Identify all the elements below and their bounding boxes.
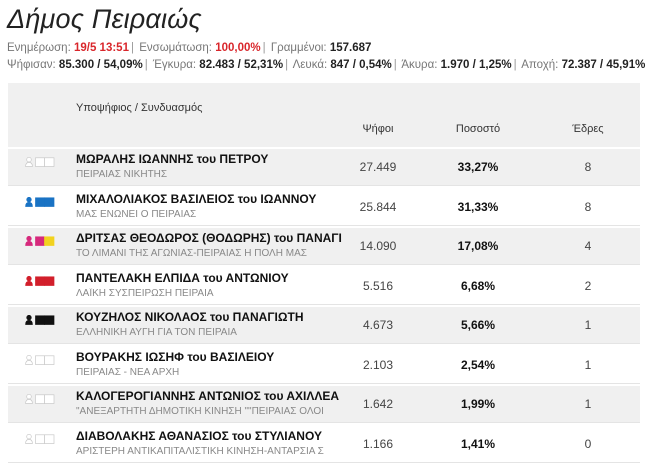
seats-value: 0 xyxy=(584,436,592,451)
percent-value: 5,66% xyxy=(460,318,496,332)
votes-value: 4.673 xyxy=(362,318,394,332)
party-name: ΛΑΪΚΗ ΣΥΣΠΕΙΡΩΣΗ ΠΕΙΡΑΙΑ xyxy=(76,287,214,299)
party-color-icon xyxy=(25,236,65,246)
party-name: ΤΟ ΛΙΜΑΝΙ ΤΗΣ ΑΓΩΝΙΑΣ-ΠΕΙΡΑΙΑΣ Η ΠΟΛΗ ΜΑ… xyxy=(76,248,307,259)
updated-value: 19/5 13:51 xyxy=(73,42,129,54)
votes-value: 5.516 xyxy=(362,278,394,293)
party-name: ΠΕΙΡΑΙΑΣ ΝΙΚΗΤΗΣ xyxy=(76,169,168,180)
table-row[interactable]: ΔΡΙΤΣΑΣ ΘΕΟΔΩΡΟΣ (ΘΟΔΩΡΗΣ) του ΠΑΝΑΓΙ ΤΟ … xyxy=(8,228,640,265)
registered-label: Γραμμένοι: xyxy=(270,42,327,54)
results-table-header: Υποψήφιος / Συνδυασμός Ψήφοι Ποσοστό Έδρ… xyxy=(8,83,640,147)
valid-value: 82.483 / 52,31% xyxy=(199,59,284,71)
seats-value: 8 xyxy=(584,199,592,214)
seats-value: 2 xyxy=(584,278,592,293)
candidate-name: ΒΟΥΡΑΚΗΣ ΙΩΣΗΦ του ΒΑΣΙΛΕΙΟΥ xyxy=(76,349,275,364)
blank-label: Λευκά: xyxy=(292,59,328,71)
votes-value: 1.642 xyxy=(362,397,394,411)
votes-value: 2.103 xyxy=(362,357,394,372)
party-color-icon xyxy=(25,354,65,365)
table-row[interactable]: ΜΙΧΑΛΟΛΙΑΚΟΣ ΒΑΣΙΛΕΙΟΣ του ΙΩΑΝΝΟΥ ΜΑΣ ΕΝ… xyxy=(8,189,640,226)
percent-value: 17,08% xyxy=(457,239,499,253)
percent-value: 1,99% xyxy=(460,397,496,411)
candidate-name: ΜΩΡΑΛΗΣ ΙΩΑΝΝΗΣ του ΠΕΤΡΟΥ xyxy=(76,152,269,166)
candidate-name: ΜΙΧΑΛΟΛΙΑΚΟΣ ΒΑΣΙΛΕΙΟΣ του ΙΩΑΝΝΟΥ xyxy=(76,191,317,206)
voted-value: 85.300 / 54,09% xyxy=(58,59,143,71)
candidate-name: ΔΙΑΒΟΛΑΚΗΣ ΑΘΑΝΑΣΙΟΣ του ΣΤΥΛΙΑΝΟΥ xyxy=(76,428,322,443)
percent-value: 1,41% xyxy=(460,436,496,451)
percent-value: 33,27% xyxy=(457,160,499,174)
seats-value: 1 xyxy=(584,357,592,372)
table-row[interactable]: ΜΩΡΑΛΗΣ ΙΩΑΝΝΗΣ του ΠΕΤΡΟΥ ΠΕΙΡΑΙΑΣ ΝΙΚΗΤ… xyxy=(8,149,640,186)
header-candidate: Υποψήφιος / Συνδυασμός xyxy=(76,102,203,114)
percent-value: 31,33% xyxy=(457,199,499,214)
candidate-name: ΠΑΝΤΕΛΑΚΗ ΕΛΠΙΔΑ του ΑΝΤΩΝΙΟΥ xyxy=(76,270,289,285)
table-row[interactable]: ΠΑΝΤΕΛΑΚΗ ΕΛΠΙΔΑ του ΑΝΤΩΝΙΟΥ ΛΑΪΚΗ ΣΥΣΠΕ… xyxy=(8,268,640,305)
candidate-name: ΚΑΛΟΓΕΡΟΓΙΑΝΝΗΣ ΑΝΤΩΝΙΟΣ του ΑΧΙΛΛΕΑ xyxy=(76,389,340,403)
table-row[interactable]: ΒΟΥΡΑΚΗΣ ΙΩΣΗΦ του ΒΑΣΙΛΕΙΟΥ ΠΕΙΡΑΙΑΣ - Ν… xyxy=(8,347,640,384)
party-color-icon xyxy=(25,196,65,207)
party-color-icon xyxy=(25,394,65,404)
percent-value: 6,68% xyxy=(460,278,496,293)
valid-label: Έγκυρα: xyxy=(152,59,197,71)
party-color-icon xyxy=(25,157,65,167)
seats-value: 1 xyxy=(584,318,592,332)
seats-value: 4 xyxy=(584,239,592,253)
stats-line-2: Ψήφισαν: 85.300 / 54,09% | Έγκυρα: 82.483… xyxy=(7,59,646,71)
stats-line-1: Ενημέρωση: 19/5 13:51 | Ενσωμάτωση: 100,0… xyxy=(7,42,372,54)
header-percent: Ποσοστό xyxy=(455,123,501,135)
abstention-label: Αποχή: xyxy=(521,59,559,71)
page-title: Δήμος Πειραιώς xyxy=(7,4,202,34)
party-name: ΑΡΙΣΤΕΡΗ ΑΝΤΙΚΑΠΙΤΑΛΙΣΤΙΚΗ ΚΙΝΗΣΗ-ΑΝΤΑΡΣ… xyxy=(76,445,324,457)
integrated-label: Ενσωμάτωση: xyxy=(139,42,213,54)
abstention-value: 72.387 / 45,91% xyxy=(561,59,646,71)
table-row[interactable]: ΔΙΑΒΟΛΑΚΗΣ ΑΘΑΝΑΣΙΟΣ του ΣΤΥΛΙΑΝΟΥ ΑΡΙΣΤΕ… xyxy=(8,426,640,463)
invalid-value: 1.970 / 1,25% xyxy=(440,59,512,71)
votes-value: 27.449 xyxy=(359,160,397,174)
blank-value: 847 / 0,54% xyxy=(330,59,392,71)
invalid-label: Άκυρα: xyxy=(401,59,438,71)
header-seats: Έδρες xyxy=(572,123,604,135)
seats-value: 8 xyxy=(584,160,592,174)
registered-value: 157.687 xyxy=(329,42,372,54)
votes-value: 1.166 xyxy=(362,436,394,451)
updated-label: Ενημέρωση: xyxy=(7,42,71,54)
votes-value: 14.090 xyxy=(359,239,397,253)
party-color-icon xyxy=(25,275,65,286)
party-name: ΠΕΙΡΑΙΑΣ - ΝΕΑ ΑΡΧΗ xyxy=(76,366,180,378)
percent-value: 2,54% xyxy=(460,357,496,372)
candidate-name: ΚΟΥΖΗΛΟΣ ΝΙΚΟΛΑΟΣ του ΠΑΝΑΓΙΩΤΗ xyxy=(76,310,304,324)
table-row[interactable]: ΚΟΥΖΗΛΟΣ ΝΙΚΟΛΑΟΣ του ΠΑΝΑΓΙΩΤΗ ΕΛΛΗΝΙΚΗ … xyxy=(8,307,640,344)
party-name: ΕΛΛΗΝΙΚΗ ΑΥΓΗ ΓΙΑ ΤΟΝ ΠΕΙΡΑΙΑ xyxy=(76,327,237,338)
table-row[interactable]: ΚΑΛΟΓΕΡΟΓΙΑΝΝΗΣ ΑΝΤΩΝΙΟΣ του ΑΧΙΛΛΕΑ "ΑΝΕ… xyxy=(8,386,640,423)
integrated-value: 100,00% xyxy=(215,42,261,54)
party-name: "ΑΝΕΞΑΡΤΗΤΗ ΔΗΜΟΤΙΚΗ ΚΙΝΗΣΗ ""ΠΕΙΡΑΙΑΣ Ο… xyxy=(76,406,324,417)
seats-value: 1 xyxy=(584,397,592,411)
candidate-name: ΔΡΙΤΣΑΣ ΘΕΟΔΩΡΟΣ (ΘΟΔΩΡΗΣ) του ΠΑΝΑΓΙ xyxy=(76,231,342,245)
party-color-icon xyxy=(25,433,65,444)
party-name: ΜΑΣ ΕΝΩΝΕΙ Ο ΠΕΙΡΑΙΑΣ xyxy=(76,208,197,220)
voted-label: Ψήφισαν: xyxy=(7,59,56,71)
header-votes: Ψήφοι xyxy=(362,123,394,135)
party-color-icon xyxy=(25,315,65,325)
votes-value: 25.844 xyxy=(359,199,397,214)
